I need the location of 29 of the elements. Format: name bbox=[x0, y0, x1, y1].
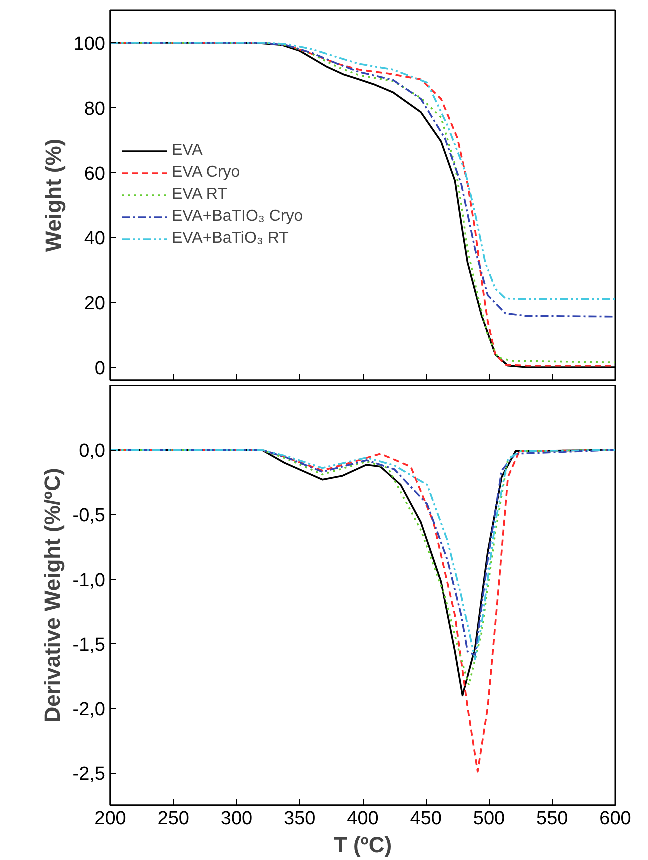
x-tick-label: 300 bbox=[220, 808, 253, 830]
y-tick-label: -0,5 bbox=[72, 506, 106, 527]
y-tick-label: 100 bbox=[74, 34, 106, 55]
x-tick-label: 450 bbox=[410, 808, 442, 830]
y-tick-label: 0,0 bbox=[79, 441, 106, 462]
y-tick-label: -2,0 bbox=[72, 700, 106, 721]
x-tick-label: 350 bbox=[284, 808, 316, 830]
y-tick-label: 40 bbox=[84, 228, 106, 250]
legend-label: EVA bbox=[172, 142, 203, 160]
legend-label: EVA+BaTIO₃ Cryo bbox=[172, 208, 304, 226]
y-tick-label: -2,5 bbox=[72, 764, 106, 786]
y-tick-label: 0 bbox=[94, 358, 106, 380]
x-tick-label: 550 bbox=[536, 808, 568, 830]
x-tick-label: 500 bbox=[473, 808, 506, 830]
x-axis-title: T (ºC) bbox=[334, 832, 392, 858]
x-tick-label: 400 bbox=[347, 808, 379, 830]
legend-label: EVA+BaTiO₃ RT bbox=[172, 230, 289, 248]
y-tick-label: 80 bbox=[84, 98, 106, 120]
y-tick-label: 20 bbox=[84, 294, 106, 315]
y-axis-title: Derivative Weight (%/ºC) bbox=[40, 468, 65, 723]
y-axis-title: Weight (%) bbox=[40, 138, 66, 252]
y-tick-label: -1,5 bbox=[72, 634, 106, 656]
x-tick-label: 600 bbox=[600, 808, 632, 830]
y-tick-label: 60 bbox=[84, 164, 106, 185]
legend-label: EVA Cryo bbox=[172, 164, 240, 182]
y-tick-label: -1,0 bbox=[72, 570, 106, 592]
x-tick-label: 250 bbox=[158, 808, 190, 830]
legend-label: EVA RT bbox=[172, 186, 228, 204]
x-tick-label: 200 bbox=[94, 808, 126, 830]
